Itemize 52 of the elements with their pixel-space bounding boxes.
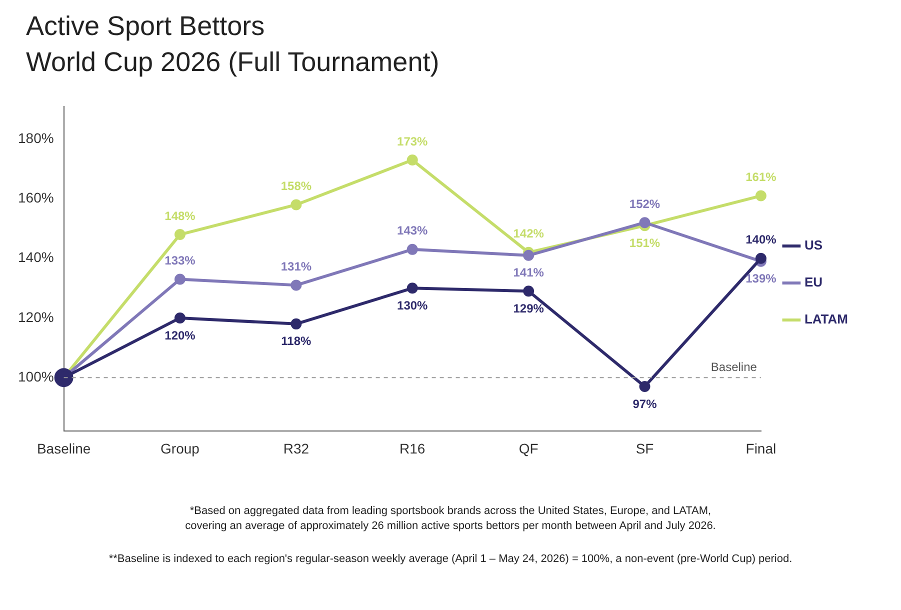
point (290, 280, 302, 291)
point (523, 286, 534, 297)
data-label: 140% (746, 232, 777, 247)
data-label: 152% (629, 196, 660, 211)
text: **Baseline is indexed to each region's regular-season weekly average (April 1 – May 24, 2026) = 100%, a non-event (pre-World Cup) period. (108, 552, 794, 567)
data-label: 97% (632, 396, 658, 411)
data-label: 131% (280, 260, 312, 274)
point (174, 312, 186, 324)
point (174, 229, 186, 240)
data-label: 142% (513, 226, 544, 241)
data-label: 141% (513, 266, 544, 280)
point (523, 250, 534, 261)
legend-label: EU (804, 274, 823, 290)
y-tick-label: 120% (18, 308, 54, 325)
chart-title: Active Sport Bettors World Cup 2026 (Full Tournament) (26, 10, 440, 79)
ref-line-label: Baseline (710, 360, 758, 374)
point (290, 318, 302, 330)
data-label: 120% (164, 328, 196, 342)
point (755, 252, 766, 264)
point (639, 217, 650, 228)
x-tick-label: QF (518, 440, 538, 456)
x-tick-label: Final (746, 440, 776, 456)
data-label: 143% (397, 224, 428, 238)
legend-label: US (804, 238, 823, 253)
legend-label: LATAM (804, 312, 848, 327)
data-label: 158% (280, 179, 312, 194)
y-tick-label: 160% (18, 190, 54, 206)
data-label: 118% (281, 334, 312, 348)
point (406, 154, 418, 166)
y-tick-label: 180% (18, 130, 54, 146)
x-tick-label: Group (160, 440, 200, 456)
data-label: 130% (397, 298, 428, 312)
x-tick-label: R16 (400, 440, 426, 456)
point (755, 190, 766, 202)
data-label: 133% (164, 254, 196, 268)
point (174, 274, 186, 285)
x-tick-label: Baseline (36, 440, 91, 456)
point (639, 381, 650, 392)
point (406, 282, 418, 294)
data-label: 161% (746, 170, 777, 184)
point (290, 199, 302, 210)
data-label: 139% (746, 272, 777, 286)
data-label: 148% (164, 208, 196, 223)
y-tick-label: 140% (18, 249, 54, 266)
data-label: 151% (629, 236, 660, 250)
text: *Based on aggregated data from leading sportsbook brands across the United States, Europe, and LATAM, covering an average of approximately 26 million active sports bettors per month between April and July 2026. (184, 504, 717, 534)
data-label: 129% (513, 301, 544, 316)
x-tick-label: R32 (283, 440, 310, 456)
x-tick-label: SF (636, 440, 654, 456)
data-label: 173% (397, 134, 428, 148)
y-tick-label: 100% (18, 368, 54, 384)
point (406, 244, 418, 255)
